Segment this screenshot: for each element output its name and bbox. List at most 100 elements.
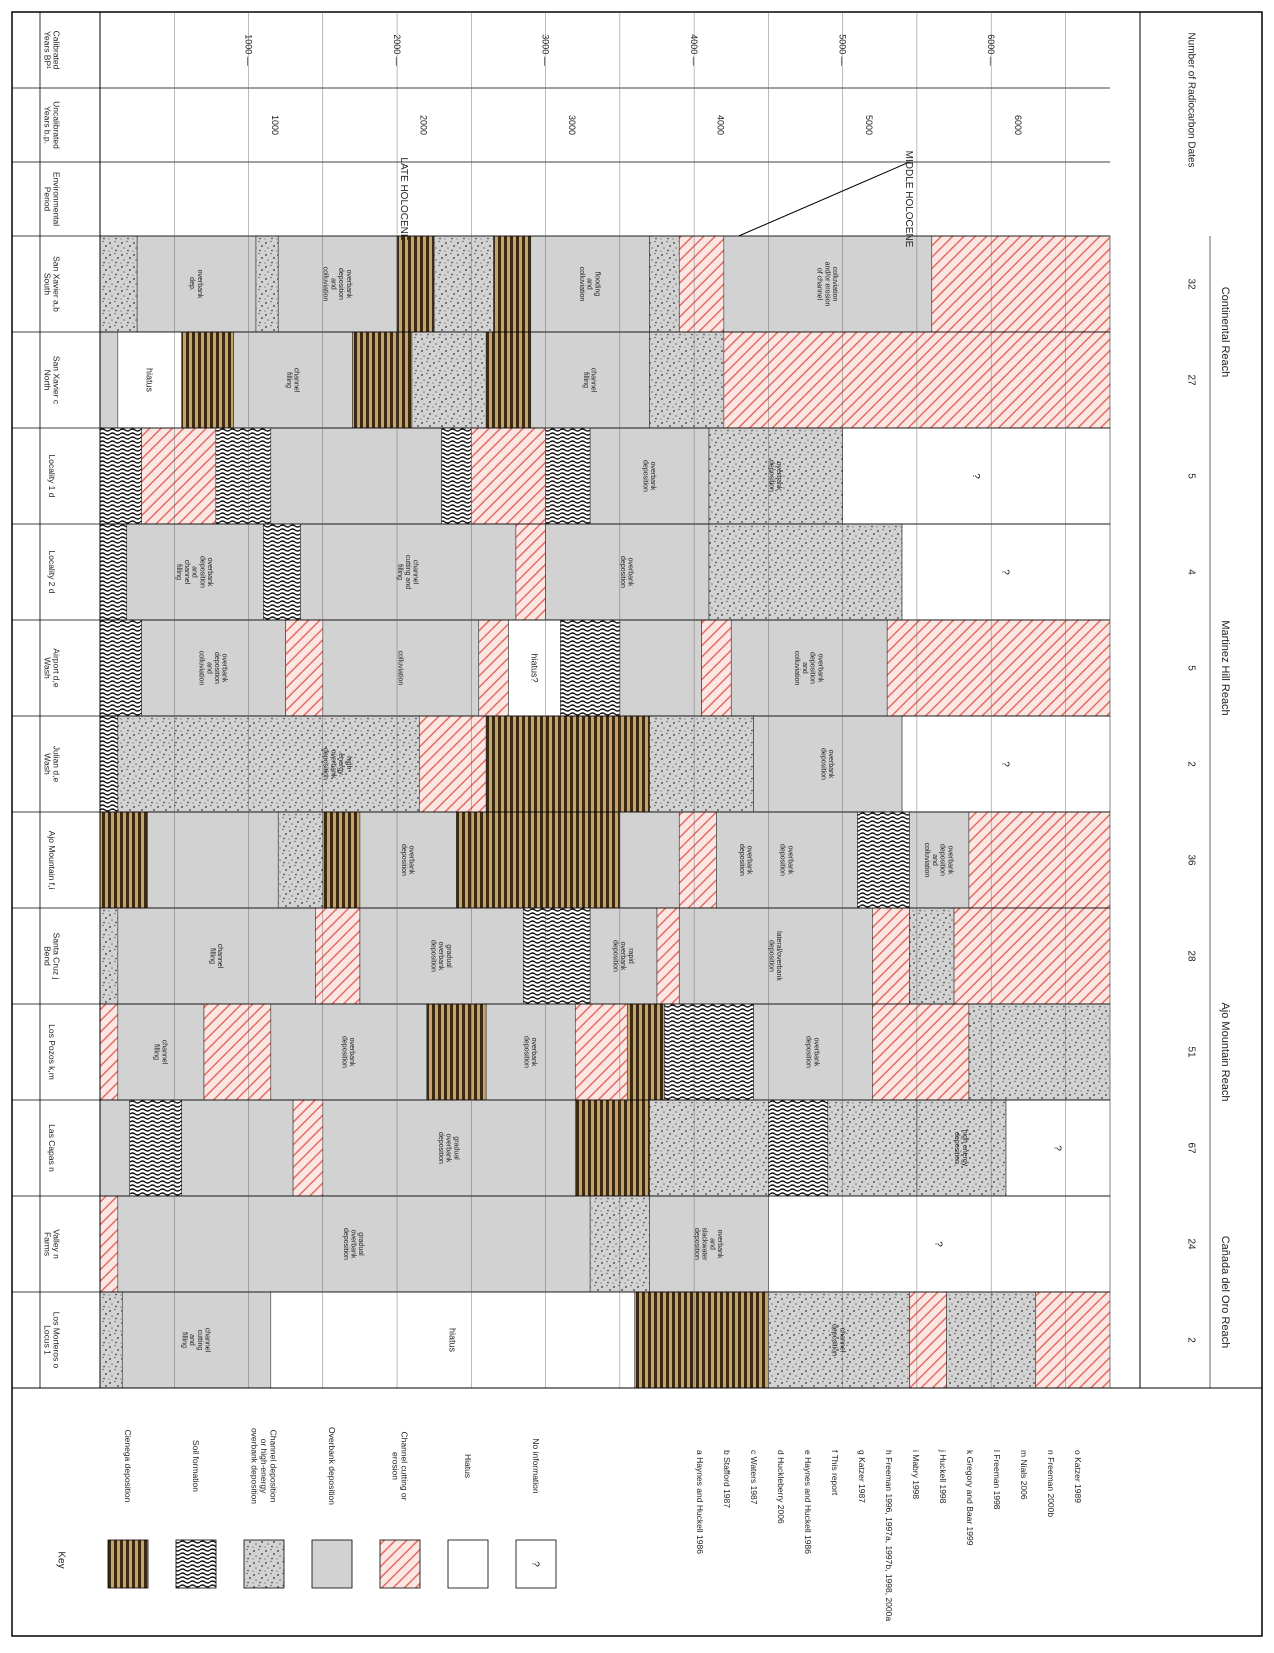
reach-label: Martinez Hill Reach bbox=[1219, 620, 1231, 715]
unit-description: floodingandcolluviation bbox=[578, 267, 600, 302]
radiocarbon-count: 24 bbox=[1186, 1238, 1197, 1250]
uncalibrated-tick-label: 1000 bbox=[270, 115, 280, 135]
deposit-block-soil bbox=[664, 1003, 754, 1101]
column-header-airport: Airport d,eWash bbox=[42, 648, 61, 687]
deposit-block-soil bbox=[99, 715, 119, 813]
reference-note: e Haynes and Huckell 1986 bbox=[803, 1450, 813, 1554]
no-info-label: ? bbox=[1000, 761, 1011, 767]
deposit-block-cienega bbox=[485, 331, 532, 429]
reference-note: j Huckell 1998 bbox=[938, 1449, 948, 1504]
deposit-block-erosion bbox=[678, 235, 725, 333]
unit-description: overbankdeposition bbox=[779, 844, 794, 876]
column-header-loc2: Locality 2 d bbox=[47, 551, 57, 594]
deposit-block-channel bbox=[99, 235, 138, 333]
unit-description: overbankandslackwaterdeposition bbox=[693, 1227, 723, 1261]
deposit-block-over bbox=[589, 427, 710, 525]
unit-description: lateral/overbankdeposition bbox=[768, 931, 783, 981]
hiatus-label: hiatus bbox=[145, 368, 155, 393]
reference-note: d Huckleberry 2006 bbox=[776, 1450, 786, 1524]
calibrated-tick-label: 2000 — bbox=[392, 34, 402, 66]
uncalibrated-tick-label: 2000 bbox=[419, 115, 429, 135]
radiocarbon-count: 4 bbox=[1186, 569, 1197, 575]
deposit-block-erosion bbox=[292, 1099, 324, 1197]
unit-description: channelfilling bbox=[285, 368, 300, 393]
radiocarbon-count: 5 bbox=[1186, 473, 1197, 479]
deposit-block-over bbox=[359, 811, 457, 909]
no-info-label: ? bbox=[933, 1241, 944, 1247]
deposit-block-erosion bbox=[315, 907, 361, 1005]
reference-note: g Katzer 1987 bbox=[857, 1450, 867, 1503]
late-holocene-label: LATE HOLOCENE bbox=[398, 157, 409, 240]
column-header-lcp: Las Capas n bbox=[47, 1124, 57, 1172]
deposit-block-soil bbox=[215, 427, 272, 525]
deposit-block-soil bbox=[768, 1099, 829, 1197]
deposit-block-over bbox=[716, 811, 858, 909]
deposit-block-channel bbox=[649, 1099, 769, 1197]
deposit-block-channel bbox=[649, 235, 680, 333]
reference-note: a Haynes and Huckell 1986 bbox=[695, 1450, 705, 1554]
unit-description: overbankdeposition bbox=[819, 748, 834, 780]
unit-description: channelcutting andfilling bbox=[396, 555, 418, 589]
radiocarbon-count: 27 bbox=[1186, 374, 1197, 386]
deposit-block-soil bbox=[857, 811, 910, 909]
deposit-block-erosion bbox=[886, 619, 1111, 717]
deposit-block-over bbox=[181, 1099, 294, 1197]
deposit-block-erosion bbox=[478, 619, 509, 717]
deposit-block-over bbox=[270, 427, 442, 525]
unit-description: overbankdeposition bbox=[768, 460, 783, 492]
unit-description: channelfilling bbox=[208, 944, 223, 969]
column-header-scb: Santa Cruz jBend bbox=[42, 933, 61, 980]
deposit-block-erosion bbox=[953, 907, 1111, 1005]
reference-note: l Freeman 1998 bbox=[992, 1450, 1002, 1510]
deposit-block-channel bbox=[708, 427, 843, 525]
no-info-label: ? bbox=[1052, 1145, 1063, 1151]
reference-note: m Nials 2006 bbox=[1019, 1450, 1029, 1500]
unit-description: high energydeposition bbox=[953, 1130, 968, 1167]
calibrated-tick-label: 4000 — bbox=[689, 34, 699, 66]
deposit-block-soil bbox=[263, 523, 301, 621]
deposit-block-cienega bbox=[626, 1003, 665, 1101]
deposit-block-cienega bbox=[99, 811, 148, 909]
key-swatch bbox=[107, 1539, 149, 1589]
deposit-block-erosion bbox=[574, 1003, 628, 1101]
unit-description: rapidoverbankdeposition bbox=[611, 940, 633, 972]
radiocarbon-count: 51 bbox=[1186, 1046, 1197, 1058]
calibrated-tick-label: 6000 — bbox=[986, 34, 996, 66]
deposit-block-over bbox=[117, 1195, 591, 1293]
deposit-block-over bbox=[121, 1291, 272, 1389]
deposit-block-cienega bbox=[322, 811, 361, 909]
key-item-label: Channel depositionor high-energyoverbank… bbox=[250, 1428, 279, 1504]
deposit-block-over bbox=[99, 331, 119, 429]
deposit-block-channel bbox=[649, 715, 754, 813]
key-item-label: Hiatus bbox=[463, 1454, 473, 1478]
key-item-label: Cienega deposition bbox=[123, 1430, 133, 1503]
unit-description: overbankdeposition bbox=[738, 844, 753, 876]
unit-description: overbankdeposition bbox=[340, 1036, 355, 1068]
deposit-block-erosion bbox=[141, 427, 217, 525]
deposit-block-erosion bbox=[515, 523, 546, 621]
deposit-block-over bbox=[619, 811, 680, 909]
uncalibrated-tick-label: 5000 bbox=[864, 115, 874, 135]
deposit-block-erosion bbox=[968, 811, 1111, 909]
deposit-block-hiatus bbox=[901, 715, 1111, 813]
deposit-block-cienega bbox=[574, 1099, 650, 1197]
column-header-ajo: Ajo Mountain f,i bbox=[47, 831, 57, 890]
deposit-block-erosion bbox=[419, 715, 487, 813]
key-swatch bbox=[311, 1539, 353, 1589]
radiocarbon-count: 36 bbox=[1186, 854, 1197, 866]
calibrated-tick-label: 1000 — bbox=[243, 34, 253, 66]
unit-description: overbankdepositionandcolluviation bbox=[322, 267, 352, 302]
deposit-block-cienega bbox=[181, 331, 234, 429]
unit-description: overbankdeposition bbox=[805, 1036, 820, 1068]
key-swatch-symbol: ? bbox=[530, 1561, 541, 1567]
deposit-block-over bbox=[117, 907, 316, 1005]
column-header-lml: Los Morteros oLocus 1 bbox=[42, 1312, 61, 1369]
unit-description: gradualoverbankdeposition bbox=[429, 940, 451, 972]
deposit-block-soil bbox=[523, 907, 591, 1005]
key-item-label: Soil formation bbox=[191, 1440, 201, 1492]
deposit-block-channel bbox=[277, 811, 324, 909]
radiocarbon-count: 28 bbox=[1186, 950, 1197, 962]
deposit-block-erosion bbox=[872, 1003, 970, 1101]
